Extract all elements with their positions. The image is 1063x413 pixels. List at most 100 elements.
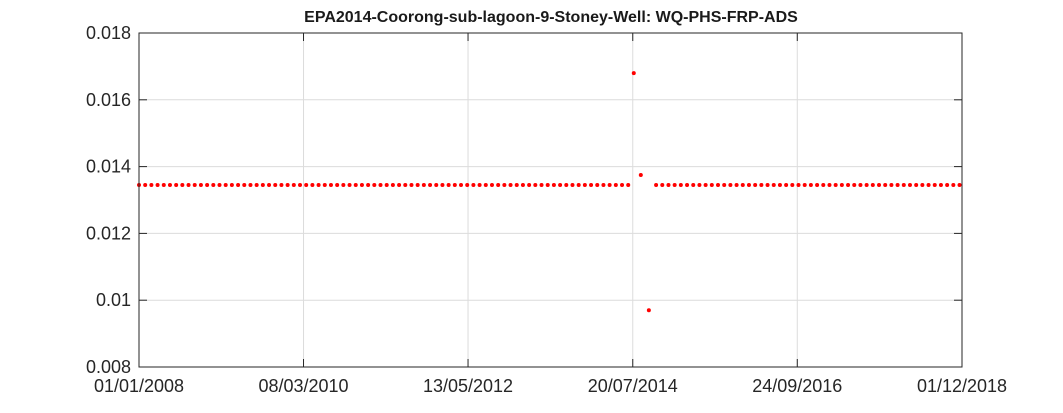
data-point [589, 182, 594, 187]
data-point [660, 182, 665, 187]
y-tick-label: 0.012 [86, 223, 131, 243]
data-point [709, 182, 714, 187]
data-point [508, 182, 513, 187]
data-point [796, 182, 801, 187]
data-point [167, 182, 172, 187]
data-point [335, 182, 340, 187]
axes-box [138, 32, 963, 368]
data-point [353, 182, 358, 187]
data-point [728, 182, 733, 187]
data-point [852, 182, 857, 187]
x-tick-labels: 01/01/2008 08/03/2010 13/05/2012 20/07/2014… [94, 376, 1007, 396]
data-point [186, 182, 191, 187]
data-point [328, 182, 333, 187]
data-point [691, 182, 696, 187]
data-point [765, 182, 770, 187]
data-point [192, 182, 197, 187]
data-point [143, 182, 148, 187]
y-tick-label: 0.016 [86, 90, 131, 110]
data-point [753, 182, 758, 187]
data-point [895, 182, 900, 187]
data-point [607, 182, 612, 187]
data-point [746, 182, 751, 187]
data-point [864, 182, 869, 187]
data-point [205, 182, 210, 187]
data-point [149, 182, 154, 187]
data-point [932, 182, 937, 187]
data-point [434, 182, 439, 187]
plot-area [137, 32, 963, 368]
data-point [459, 182, 464, 187]
data-point [483, 182, 488, 187]
data-points [137, 71, 962, 313]
data-point [155, 182, 160, 187]
data-point [858, 182, 863, 187]
data-point-outlier [638, 172, 643, 177]
data-point [914, 182, 919, 187]
data-point [446, 182, 451, 187]
data-point [161, 182, 166, 187]
data-point [242, 182, 247, 187]
data-point [341, 182, 346, 187]
data-point [759, 182, 764, 187]
data-point [926, 182, 931, 187]
data-point [316, 182, 321, 187]
data-point [938, 182, 943, 187]
data-point [870, 182, 875, 187]
data-point [372, 182, 377, 187]
x-tick-label: 08/03/2010 [258, 376, 348, 396]
data-point [833, 182, 838, 187]
data-point [827, 182, 832, 187]
data-point [502, 182, 507, 187]
data-point [298, 182, 303, 187]
data-point [465, 182, 470, 187]
data-point [291, 182, 296, 187]
data-point [415, 182, 420, 187]
data-point-outlier [631, 71, 636, 76]
data-point [520, 182, 525, 187]
data-point [545, 182, 550, 187]
plot-background [139, 33, 962, 367]
data-point [248, 182, 253, 187]
data-point [539, 182, 544, 187]
data-point [654, 182, 659, 187]
data-point [514, 182, 519, 187]
data-point [174, 182, 179, 187]
y-tick-label: 0.018 [86, 23, 131, 43]
y-tick-label: 0.008 [86, 357, 131, 377]
data-point [626, 182, 631, 187]
data-point [703, 182, 708, 187]
data-point [477, 182, 482, 187]
data-point [304, 182, 309, 187]
data-point [945, 182, 950, 187]
data-point [771, 182, 776, 187]
data-point [883, 182, 888, 187]
data-point [409, 182, 414, 187]
data-point [551, 182, 556, 187]
data-point [421, 182, 426, 187]
data-point [821, 182, 826, 187]
data-point [722, 182, 727, 187]
data-point [672, 182, 677, 187]
data-point [920, 182, 925, 187]
data-point [685, 182, 690, 187]
data-point [620, 182, 625, 187]
y-tick-label: 0.01 [96, 290, 131, 310]
data-point [570, 182, 575, 187]
data-point [907, 182, 912, 187]
data-point [564, 182, 569, 187]
data-point [347, 182, 352, 187]
data-point [901, 182, 906, 187]
data-point [601, 182, 606, 187]
data-point [223, 182, 228, 187]
data-point [666, 182, 671, 187]
data-point [384, 182, 389, 187]
data-point [273, 182, 278, 187]
data-point [678, 182, 683, 187]
data-point [366, 182, 371, 187]
y-tick-label: 0.014 [86, 157, 131, 177]
data-point [260, 182, 265, 187]
data-point [440, 182, 445, 187]
data-point [322, 182, 327, 187]
data-point [889, 182, 894, 187]
